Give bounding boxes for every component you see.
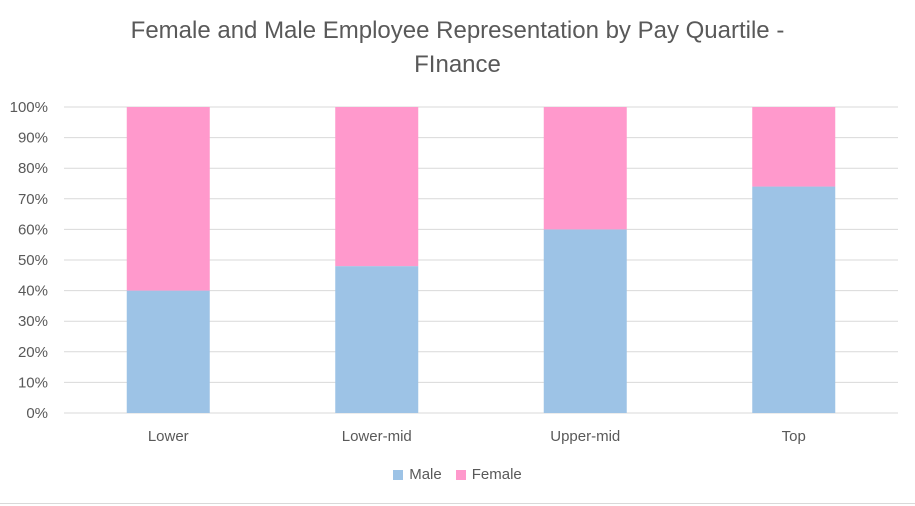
y-tick-label: 40% <box>18 283 48 300</box>
bar-female-upper-mid <box>543 107 627 230</box>
y-tick-label: 30% <box>18 313 48 330</box>
y-tick-label: 0% <box>26 405 48 422</box>
y-tick-label: 60% <box>18 221 48 238</box>
bar-male-lower-mid <box>335 266 419 413</box>
x-tick-label: Lower <box>148 428 189 445</box>
chart-legend: Male Female <box>0 466 915 483</box>
y-tick-label: 70% <box>18 191 48 208</box>
legend-label-male: Male <box>409 466 442 483</box>
x-tick-label: Upper-mid <box>550 428 620 445</box>
x-tick-label: Top <box>782 428 806 445</box>
legend-swatch-male <box>393 469 404 480</box>
y-tick-label: 90% <box>18 130 48 147</box>
chart-title-line-1: Female and Male Employee Representation … <box>130 17 785 44</box>
y-tick-label: 20% <box>18 344 48 361</box>
chart-border <box>0 503 915 504</box>
bar-male-upper-mid <box>543 229 627 413</box>
bar-male-lower <box>126 290 210 413</box>
y-tick-label: 80% <box>18 160 48 177</box>
bar-female-lower <box>126 107 210 291</box>
bar-female-top <box>752 107 836 187</box>
y-tick-label: 50% <box>18 252 48 269</box>
legend-item-female: Female <box>455 466 522 483</box>
bar-female-lower-mid <box>335 107 419 267</box>
chart-title-line-2: FInance <box>414 51 501 78</box>
x-tick-label: Lower-mid <box>342 428 412 445</box>
bar-male-top <box>752 186 836 413</box>
legend-item-male: Male <box>393 466 442 483</box>
legend-swatch-female <box>455 469 466 480</box>
legend-label-female: Female <box>471 466 522 483</box>
y-tick-label: 100% <box>10 99 48 116</box>
y-tick-label: 10% <box>18 374 48 391</box>
chart-title: Female and Male Employee Representation … <box>0 14 915 82</box>
